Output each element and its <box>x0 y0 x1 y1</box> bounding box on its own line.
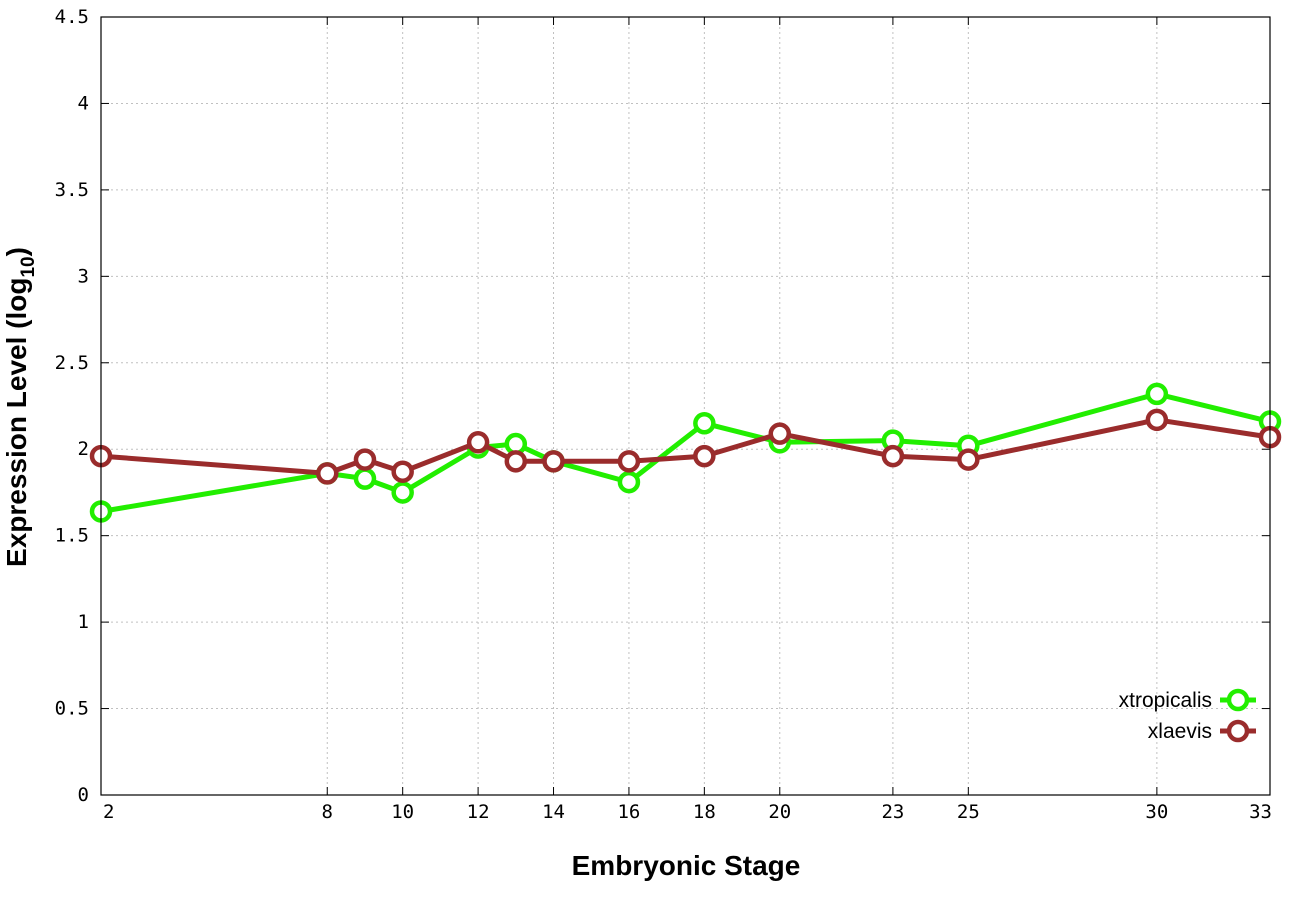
series-xlaevis <box>89 408 1282 485</box>
y-tick-label: 3 <box>78 265 89 287</box>
x-tick-label: 12 <box>467 801 490 823</box>
data-point <box>617 450 641 473</box>
data-point <box>542 450 565 473</box>
legend-marker-swatch <box>1226 688 1250 712</box>
x-tick-label: 2 <box>103 801 114 823</box>
y-tick-label: 2.5 <box>55 352 89 374</box>
legend-marker-swatch <box>1226 719 1250 743</box>
y-tick-label: 1.5 <box>55 525 89 547</box>
x-axis-title: Embryonic Stage <box>572 850 801 881</box>
legend-item-xlaevis: xlaevis <box>1148 719 1256 743</box>
series-line-xtropicalis <box>100 391 1271 514</box>
y-axis-title: Expression Level (log10) <box>1 247 39 567</box>
y-tick-label: 3.5 <box>55 179 89 201</box>
data-point <box>1145 382 1169 406</box>
data-point <box>353 448 377 471</box>
data-point <box>466 431 490 454</box>
data-point <box>391 460 414 483</box>
data-point <box>504 450 528 473</box>
data-point <box>316 462 339 485</box>
series-line-xlaevis <box>100 417 1271 476</box>
y-tick-label: 2 <box>78 438 89 460</box>
x-tick-label: 10 <box>391 801 414 823</box>
x-tick-label: 16 <box>617 801 640 823</box>
data-point <box>957 448 980 471</box>
x-tick-label: 23 <box>881 801 904 823</box>
y-axis-title-close: ) <box>1 247 32 256</box>
series-xtropicalis <box>89 382 1282 523</box>
x-tick-label: 25 <box>957 801 980 823</box>
x-tick-label: 8 <box>322 801 333 823</box>
y-axis-title-main: Expression Level (log <box>1 278 32 567</box>
data-point <box>391 481 414 504</box>
legend-label: xtropicalis <box>1119 689 1212 712</box>
y-tick-label: 4.5 <box>55 6 89 28</box>
y-tick-label: 1 <box>78 611 89 633</box>
y-tick-label: 0 <box>78 784 89 806</box>
x-tick-label: 30 <box>1145 801 1168 823</box>
grid <box>101 17 1270 795</box>
data-point <box>1145 408 1169 432</box>
plot-frame <box>100 16 1271 796</box>
data-point <box>693 412 716 435</box>
legend-item-xtropicalis: xtropicalis <box>1119 688 1256 712</box>
x-tick-label: 18 <box>693 801 716 823</box>
axis-ticks: 0 0.5 1 1.5 2 2.5 3 3.5 4 4.5 2 8 10 12 14 16 18 20 23 25 30… <box>55 6 1272 823</box>
data-point <box>353 467 377 490</box>
x-tick-label: 14 <box>542 801 565 823</box>
y-axis-title-subscript: 10 <box>18 256 39 277</box>
legend: xtropicalis xlaevis <box>1119 688 1256 743</box>
data-point <box>617 470 641 494</box>
x-tick-label: 20 <box>768 801 791 823</box>
data-point <box>693 444 716 468</box>
y-tick-label: 0.5 <box>55 698 89 720</box>
data-point <box>768 422 792 445</box>
data-series <box>89 382 1282 523</box>
data-point <box>881 444 905 468</box>
legend-label: xlaevis <box>1148 720 1212 743</box>
y-tick-label: 4 <box>78 92 89 114</box>
x-tick-label: 33 <box>1249 801 1272 823</box>
